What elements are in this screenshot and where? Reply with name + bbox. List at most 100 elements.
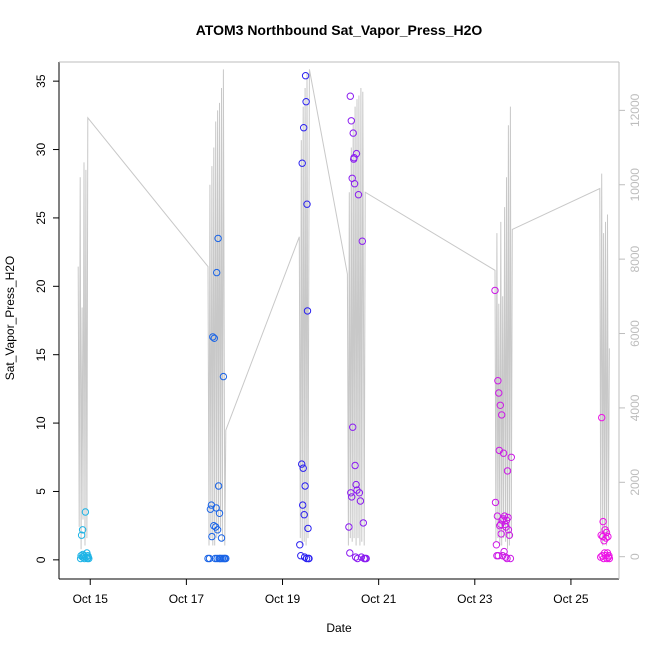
plot-frame [58, 61, 620, 580]
data-point [496, 401, 504, 409]
data-point [347, 117, 355, 125]
series-4 [345, 92, 370, 563]
y2-tick-label: 10000 [628, 168, 642, 202]
x-axis-ticks: Oct 15 Oct 17 Oct 19 Oct 21 Oct 23 Oct 25 [73, 579, 589, 606]
data-point [504, 526, 513, 534]
data-point [602, 528, 611, 537]
data-point [209, 333, 217, 341]
data-point [500, 547, 508, 556]
data-point [300, 511, 308, 519]
data-point [604, 532, 612, 541]
data-point [303, 200, 311, 208]
data-point [299, 464, 307, 472]
data-point [358, 237, 366, 245]
series-6 [597, 413, 614, 563]
data-point [205, 554, 214, 563]
data-point [301, 482, 309, 490]
data-point [85, 554, 93, 563]
data-point [351, 461, 359, 470]
x-axis-label: Date [326, 621, 352, 635]
data-point [348, 493, 356, 501]
y2-tick-label: 6000 [628, 320, 642, 347]
data-point [302, 98, 310, 106]
data-point [346, 92, 354, 100]
y2-tick-label: 0 [628, 553, 642, 560]
x-tick-label: Oct 19 [265, 592, 301, 606]
x-tick-label: Oct 21 [361, 592, 397, 606]
data-point [211, 554, 219, 563]
y2-tick-label: 12000 [628, 93, 642, 127]
data-point [81, 508, 90, 516]
data-point [494, 377, 502, 385]
data-point [204, 554, 212, 563]
data-point [304, 524, 312, 533]
altitude-layer [77, 69, 610, 550]
data-point [355, 489, 364, 497]
data-point [497, 530, 505, 538]
data-point [491, 498, 500, 507]
data-point [501, 553, 510, 561]
data-point [210, 334, 219, 342]
data-point [356, 497, 365, 505]
data-point [362, 554, 370, 563]
data-point [78, 526, 87, 534]
series-2 [204, 234, 230, 563]
data-point [350, 180, 359, 188]
data-point [345, 523, 353, 531]
data-point [598, 413, 606, 422]
data-point [215, 509, 224, 517]
data-point [505, 531, 514, 539]
y-tick-label: 30 [34, 143, 48, 157]
data-point [498, 411, 506, 419]
data-point [214, 234, 222, 243]
altitude-line [77, 69, 610, 550]
data-point [350, 154, 358, 162]
y-tick-label: 5 [34, 488, 48, 495]
data-point [296, 541, 304, 549]
data-point [297, 552, 305, 560]
data-point [500, 512, 509, 520]
y-tick-label: 15 [34, 348, 48, 362]
y-tick-label: 35 [34, 74, 48, 88]
data-point [219, 372, 228, 381]
chart-title: ATOM3 Northbound Sat_Vapor_Press_H2O [196, 22, 483, 38]
data-point [495, 389, 503, 397]
y2-tick-label: 4000 [628, 394, 642, 421]
x-tick-label: Oct 23 [457, 592, 493, 606]
y2-tick-label: 2000 [628, 469, 642, 496]
data-point [349, 129, 357, 137]
data-point [602, 534, 610, 542]
data-point [599, 517, 607, 526]
data-point [305, 554, 313, 563]
data-point [352, 480, 360, 489]
y-tick-label: 10 [34, 416, 48, 430]
data-point [352, 149, 361, 158]
data-point [298, 460, 306, 468]
data-point [494, 552, 502, 560]
data-point [499, 449, 508, 457]
data-point [300, 124, 308, 132]
series-3 [296, 72, 313, 563]
x-tick-label: Oct 15 [73, 592, 109, 606]
data-point [214, 482, 223, 490]
data-point [492, 541, 501, 549]
data-point [493, 512, 502, 520]
data-point [605, 554, 614, 563]
data-point [301, 72, 310, 80]
data-point [210, 522, 218, 530]
data-point [507, 453, 515, 461]
data-point [503, 554, 511, 563]
y-axis-ticks: 0 5 10 15 20 25 30 35 [34, 74, 59, 563]
data-point [504, 513, 512, 522]
data-point [353, 554, 362, 563]
data-point [222, 554, 230, 563]
data-point [359, 519, 367, 527]
data-point [506, 554, 515, 563]
data-point [599, 532, 607, 541]
data-point [347, 489, 355, 497]
y-tick-label: 25 [34, 211, 48, 225]
x-tick-label: Oct 25 [553, 592, 589, 606]
data-point [302, 554, 311, 563]
data-point [503, 467, 512, 475]
